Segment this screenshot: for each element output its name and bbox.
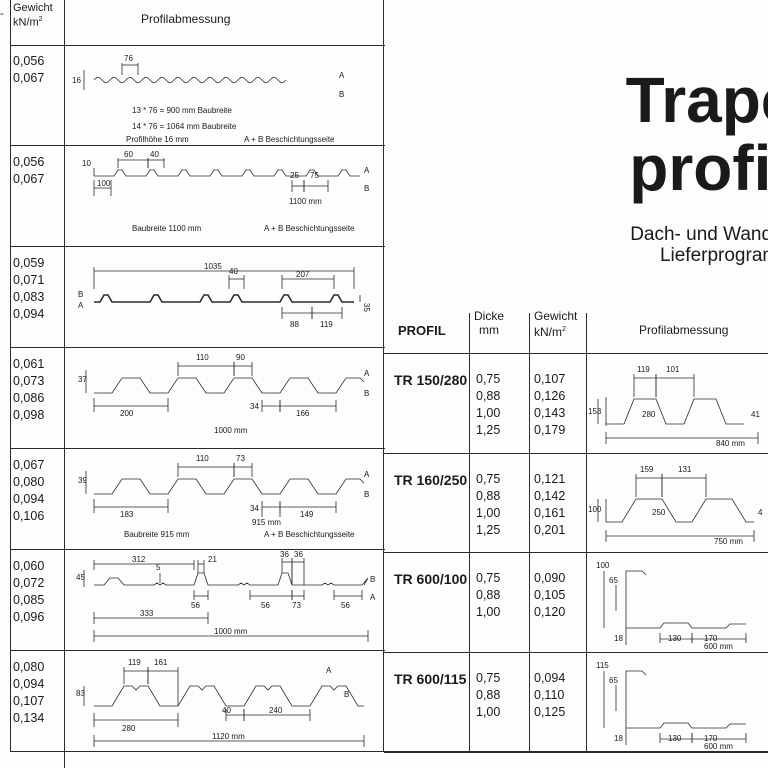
svg-text:1035: 1035 (204, 262, 222, 271)
svg-text:Baubreite 1100 mm: Baubreite 1100 mm (132, 224, 202, 233)
svg-text:21: 21 (208, 555, 217, 564)
svg-text:1120 mm: 1120 mm (212, 732, 245, 741)
svg-text:B: B (78, 290, 83, 299)
svg-text:40: 40 (229, 267, 238, 276)
svg-text:333: 333 (140, 609, 154, 618)
svg-text:280: 280 (122, 724, 136, 733)
svg-text:115: 115 (596, 661, 609, 670)
svg-text:B: B (344, 690, 349, 699)
svg-text:1000 mm: 1000 mm (214, 627, 248, 636)
svg-text:100: 100 (596, 561, 610, 570)
svg-text:10: 10 (82, 159, 91, 168)
svg-text:207: 207 (296, 270, 310, 279)
svg-text:Baubreite 915 mm: Baubreite 915 mm (124, 530, 190, 539)
svg-text:35: 35 (362, 303, 371, 312)
svg-text:915 mm: 915 mm (252, 518, 281, 527)
svg-text:600 mm: 600 mm (704, 642, 733, 651)
svg-text:A: A (78, 301, 84, 310)
svg-text:A: A (364, 470, 370, 479)
svg-text:34: 34 (250, 402, 259, 411)
svg-text:18: 18 (614, 634, 623, 643)
svg-text:280: 280 (642, 410, 656, 419)
svg-text:73: 73 (236, 454, 245, 463)
svg-text:600 mm: 600 mm (704, 742, 733, 751)
svg-text:1000 mm: 1000 mm (214, 426, 248, 435)
svg-text:119: 119 (320, 320, 333, 329)
svg-text:100: 100 (588, 505, 602, 514)
svg-text:56: 56 (191, 601, 200, 610)
svg-text:A: A (326, 666, 332, 675)
svg-text:750 mm: 750 mm (714, 537, 743, 546)
svg-text:840 mm: 840 mm (716, 439, 745, 448)
svg-text:130: 130 (668, 634, 682, 643)
svg-text:130: 130 (668, 734, 682, 743)
svg-text:159: 159 (640, 465, 654, 474)
svg-text:100: 100 (97, 179, 111, 188)
svg-text:149: 149 (300, 510, 314, 519)
svg-text:76: 76 (124, 54, 133, 63)
svg-text:88: 88 (290, 320, 299, 329)
svg-text:183: 183 (120, 510, 134, 519)
svg-text:A + B Beschichtungsseite: A + B Beschichtungsseite (264, 530, 355, 539)
svg-text:60: 60 (124, 150, 133, 159)
svg-text:200: 200 (120, 409, 134, 418)
svg-text:312: 312 (132, 555, 146, 564)
svg-text:13 * 76 = 900 mm Baubreite: 13 * 76 = 900 mm Baubreite (132, 106, 232, 115)
svg-text:36: 36 (280, 550, 289, 559)
svg-text:A: A (364, 369, 370, 378)
svg-text:250: 250 (652, 508, 666, 517)
svg-text:56: 56 (261, 601, 270, 610)
svg-text:Profilhöhe 16 mm: Profilhöhe 16 mm (126, 135, 189, 144)
svg-text:101: 101 (666, 365, 680, 374)
svg-text:240: 240 (269, 706, 283, 715)
svg-text:14 * 76 = 1064 mm Baubreite: 14 * 76 = 1064 mm Baubreite (132, 122, 237, 131)
svg-text:34: 34 (250, 504, 259, 513)
svg-text:110: 110 (196, 454, 209, 463)
svg-text:36: 36 (294, 550, 303, 559)
svg-text:119: 119 (128, 658, 141, 667)
svg-text:153: 153 (588, 407, 602, 416)
svg-text:A: A (370, 593, 376, 602)
svg-text:119: 119 (637, 365, 650, 374)
svg-text:B: B (370, 575, 375, 584)
svg-text:40: 40 (222, 706, 231, 715)
svg-text:166: 166 (296, 409, 310, 418)
svg-text:B: B (364, 490, 369, 499)
svg-text:40: 40 (150, 150, 159, 159)
svg-text:56: 56 (341, 601, 350, 610)
svg-text:110: 110 (196, 353, 209, 362)
svg-text:65: 65 (609, 576, 618, 585)
svg-text:18: 18 (614, 734, 623, 743)
svg-text:4: 4 (758, 508, 763, 517)
svg-text:B: B (364, 389, 369, 398)
svg-text:16: 16 (72, 76, 81, 85)
svg-text:90: 90 (236, 353, 245, 362)
svg-text:161: 161 (154, 658, 168, 667)
svg-text:65: 65 (609, 676, 618, 685)
svg-text:41: 41 (751, 410, 760, 419)
svg-text:131: 131 (678, 465, 692, 474)
svg-text:73: 73 (292, 601, 301, 610)
